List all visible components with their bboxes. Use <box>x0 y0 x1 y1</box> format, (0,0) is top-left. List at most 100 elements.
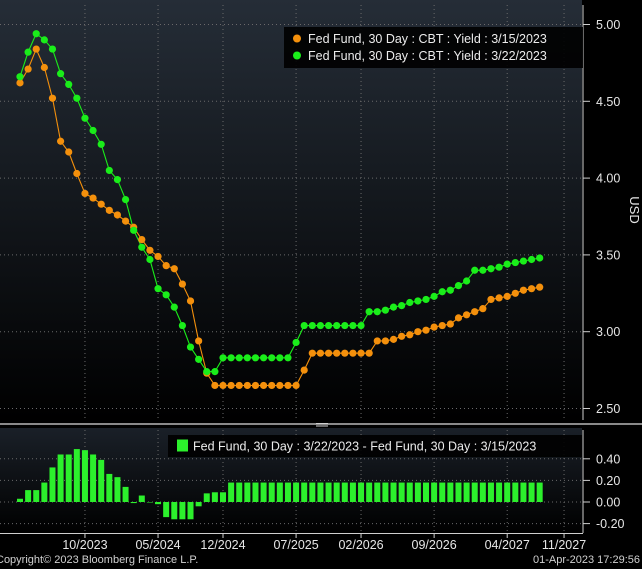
point-series-b <box>438 288 446 296</box>
point-series-b <box>430 292 438 300</box>
y-tick-label: 0.20 <box>596 474 620 488</box>
point-series-b <box>471 266 479 274</box>
diff-bar <box>90 454 97 502</box>
point-series-a <box>186 297 195 305</box>
diff-bar <box>317 482 324 502</box>
point-series-a <box>260 381 268 390</box>
diff-bar <box>341 482 348 502</box>
point-series-a <box>40 63 48 72</box>
point-series-b <box>536 254 544 262</box>
y-tick-label: 3.50 <box>596 248 620 262</box>
diff-bar <box>536 482 543 502</box>
x-tick-label: 11/2027 <box>542 538 586 552</box>
point-series-b <box>503 260 511 268</box>
diff-bar <box>374 482 381 502</box>
point-series-a <box>251 381 260 390</box>
legend-label-diff: Fed Fund, 30 Day : 3/22/2023 - Fed Fund,… <box>193 440 536 454</box>
point-series-b <box>341 321 349 330</box>
diff-bar <box>284 482 291 502</box>
diff-bar <box>17 498 23 502</box>
diff-bar <box>203 493 210 502</box>
diff-bar <box>512 482 519 502</box>
diff-bar <box>447 482 454 502</box>
diff-bar <box>244 482 251 502</box>
point-series-b <box>105 166 113 175</box>
point-series-b <box>81 114 89 122</box>
point-series-a <box>81 189 89 198</box>
diff-bar <box>414 482 421 502</box>
diff-bar <box>528 482 535 502</box>
diff-bar <box>349 482 356 502</box>
x-tick-label: 04/2027 <box>485 538 530 552</box>
diff-bar <box>220 492 226 502</box>
point-series-a <box>16 79 24 87</box>
point-series-b <box>186 343 195 351</box>
diff-bar <box>138 495 145 502</box>
point-series-a <box>406 331 414 339</box>
point-series-a <box>487 295 495 304</box>
point-series-b <box>227 354 235 362</box>
diff-bar <box>301 482 308 502</box>
point-series-b <box>57 70 65 78</box>
point-series-b <box>479 266 487 274</box>
y-tick-label: 4.00 <box>596 172 620 186</box>
point-series-b <box>422 295 430 304</box>
x-tick-label: 07/2025 <box>273 538 318 552</box>
diff-bar <box>455 482 462 502</box>
diff-bar <box>423 482 429 502</box>
diff-bar <box>228 482 235 502</box>
point-series-b <box>113 176 122 184</box>
y-tick-label: 3.00 <box>596 325 620 339</box>
diff-bar <box>122 486 129 502</box>
point-series-a <box>471 308 479 316</box>
diff-bar <box>268 482 275 502</box>
point-series-b <box>324 321 333 330</box>
diff-bar <box>146 502 153 503</box>
diff-bar <box>479 482 486 502</box>
legend-label-series-a: Fed Fund, 30 Day : CBT : Yield : 3/15/20… <box>308 32 547 46</box>
point-series-b <box>300 321 308 330</box>
top-y-axis: 2.50 3.00 3.50 4.00 4.50 5.00 <box>582 5 620 420</box>
point-series-b <box>260 354 268 362</box>
point-series-b <box>243 354 251 362</box>
point-series-a <box>243 381 251 390</box>
point-series-b <box>178 321 186 330</box>
diff-bar <box>106 473 113 502</box>
y-tick-label: 0.40 <box>596 452 620 466</box>
diff-bar <box>463 482 470 502</box>
point-series-a <box>398 332 406 340</box>
point-series-a <box>357 349 365 357</box>
point-series-b <box>251 354 260 362</box>
diff-bar <box>211 492 218 502</box>
point-series-a <box>365 349 373 357</box>
point-series-a <box>211 381 219 390</box>
diff-bar <box>171 502 178 520</box>
point-series-b <box>446 286 454 294</box>
point-series-a <box>219 381 227 390</box>
top-grid <box>0 5 582 420</box>
bottom-legend: Fed Fund, 30 Day : 3/22/2023 - Fed Fund,… <box>168 435 582 457</box>
point-series-b <box>406 298 414 307</box>
diff-bar <box>431 482 438 502</box>
top-panel-background <box>0 0 582 420</box>
x-tick-label: 10/2023 <box>62 538 107 552</box>
top-legend: Fed Fund, 30 Day : CBT : Yield : 3/15/20… <box>284 27 583 68</box>
point-series-a <box>438 321 446 330</box>
point-series-b <box>292 338 300 347</box>
diff-bar <box>293 482 300 502</box>
point-series-a <box>389 335 398 343</box>
point-series-b <box>138 243 146 251</box>
point-series-a <box>73 169 81 178</box>
point-series-a <box>162 262 170 270</box>
point-series-b <box>162 291 170 299</box>
x-tick-label: 05/2024 <box>135 538 180 552</box>
diff-bar <box>49 467 56 502</box>
point-series-a <box>324 349 333 357</box>
x-tick-label: 02/2026 <box>338 538 383 552</box>
point-series-a <box>341 349 349 357</box>
point-series-b <box>511 258 519 267</box>
point-series-a <box>519 286 528 294</box>
diff-bar <box>57 454 64 502</box>
diff-bar <box>179 502 186 520</box>
point-series-b <box>365 308 373 316</box>
